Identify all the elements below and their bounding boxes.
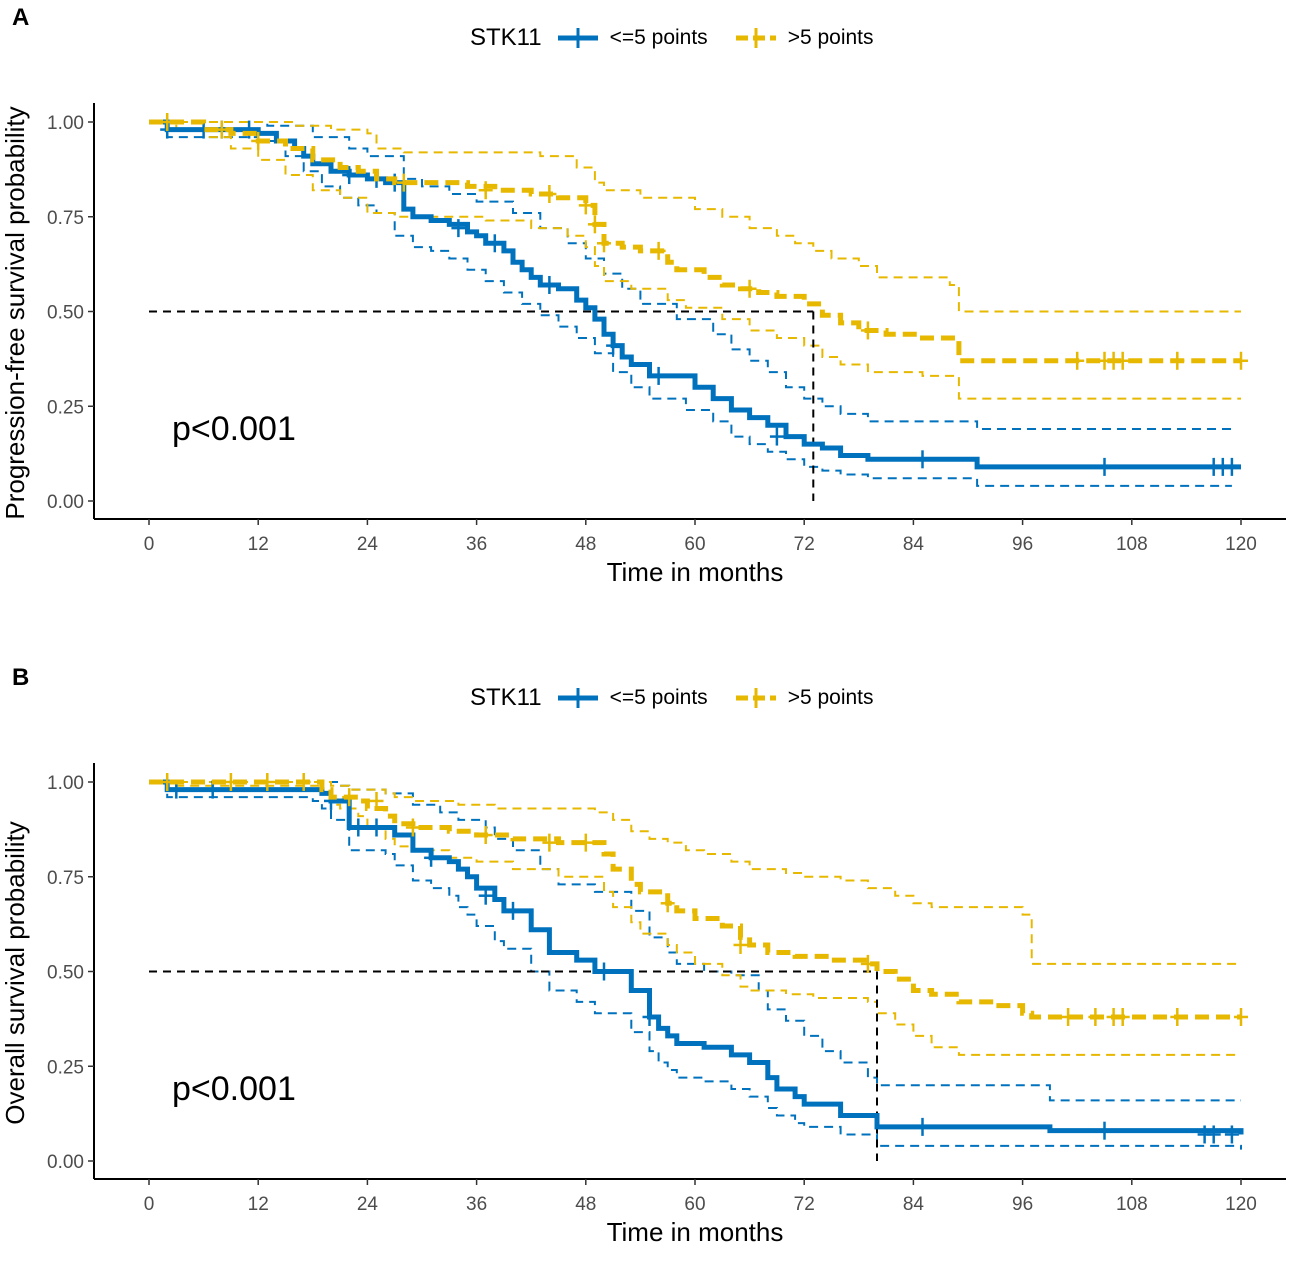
legend-key-high — [735, 28, 776, 48]
ci-upper-low — [149, 781, 1241, 1102]
x-tick-label: 84 — [903, 534, 925, 555]
y-tick-label: 1.00 — [47, 773, 84, 794]
x-tick-label: 48 — [575, 1194, 596, 1215]
legend-title: STK11 — [470, 684, 542, 711]
y-tick-label: 0.75 — [47, 868, 84, 889]
x-tick-label: 60 — [684, 534, 705, 555]
survival-curve-high — [149, 119, 1241, 364]
legend-label-low: <=5 points — [609, 26, 708, 49]
legend: STK11 <=5 points >5 points — [470, 22, 900, 54]
x-tick-label: 36 — [466, 534, 487, 555]
x-axis-title: Time in months — [607, 1217, 784, 1245]
ci-lower-high — [149, 781, 1241, 1056]
y-tick-label: 0.50 — [47, 963, 84, 984]
x-tick-label: 72 — [794, 1194, 815, 1215]
legend-key-low — [557, 28, 598, 48]
y-axis-title: Progression-free survival probability — [0, 106, 30, 519]
y-tick-label: 0.50 — [47, 303, 84, 324]
x-tick-label: 96 — [1012, 1194, 1033, 1215]
y-axis-title: Overall survival probability — [0, 821, 30, 1124]
x-tick-label: 36 — [466, 1194, 487, 1215]
panel-label: B — [12, 664, 30, 691]
survival-curve-low — [149, 779, 1244, 1135]
y-tick-label: 0.75 — [47, 208, 84, 229]
x-tick-label: 120 — [1225, 534, 1257, 555]
legend-label-low: <=5 points — [609, 686, 708, 709]
x-tick-label: 12 — [248, 534, 269, 555]
legend-title: STK11 — [470, 24, 542, 51]
x-tick-label: 120 — [1225, 1194, 1257, 1215]
panel-a: A STK11 <=5 points >5 points Progression… — [0, 0, 1299, 622]
legend-key-high — [735, 688, 776, 708]
x-axis-title: Time in months — [607, 557, 784, 587]
legend-label-high: >5 points — [787, 26, 874, 49]
y-tick-label: 1.00 — [47, 113, 84, 134]
x-tick-label: 48 — [575, 534, 596, 555]
x-tick-label: 24 — [357, 1194, 379, 1215]
y-tick-label: 0.00 — [47, 492, 84, 513]
x-tick-label: 0 — [144, 1194, 155, 1215]
ci-upper-high — [149, 781, 1241, 965]
legend: STK11 <=5 points >5 points — [470, 682, 900, 714]
x-tick-label: 96 — [1012, 534, 1033, 555]
y-tick-label: 0.25 — [47, 397, 84, 418]
y-tick-label: 0.25 — [47, 1057, 84, 1078]
ci-lower-high — [149, 121, 1241, 400]
x-tick-label: 60 — [684, 1194, 705, 1215]
ci-upper-low — [149, 121, 1232, 430]
x-tick-label: 108 — [1116, 534, 1148, 555]
x-tick-label: 108 — [1116, 1194, 1148, 1215]
x-tick-label: 24 — [357, 534, 379, 555]
ci-lower-low — [149, 781, 1242, 1150]
x-tick-label: 0 — [144, 534, 155, 555]
p-value: p<0.001 — [172, 410, 296, 448]
p-value: p<0.001 — [172, 1070, 296, 1108]
survival-curve-low — [149, 119, 1241, 470]
x-tick-label: 12 — [248, 1194, 269, 1215]
panel-b: B STK11 <=5 points >5 points Overall sur… — [0, 660, 1299, 1282]
ci-lower-low — [149, 121, 1232, 487]
km-plot-pfs: Progression-free survival probability Ti… — [0, 103, 1286, 587]
legend-label-high: >5 points — [787, 686, 874, 709]
x-tick-label: 84 — [903, 1194, 925, 1215]
panel-label: A — [12, 4, 30, 31]
legend-key-low — [557, 688, 598, 708]
km-plot-os: Overall survival probability Time in mon… — [0, 763, 1286, 1245]
y-tick-label: 0.00 — [47, 1152, 84, 1173]
x-tick-label: 72 — [794, 534, 815, 555]
survival-curve-high — [149, 779, 1241, 1020]
